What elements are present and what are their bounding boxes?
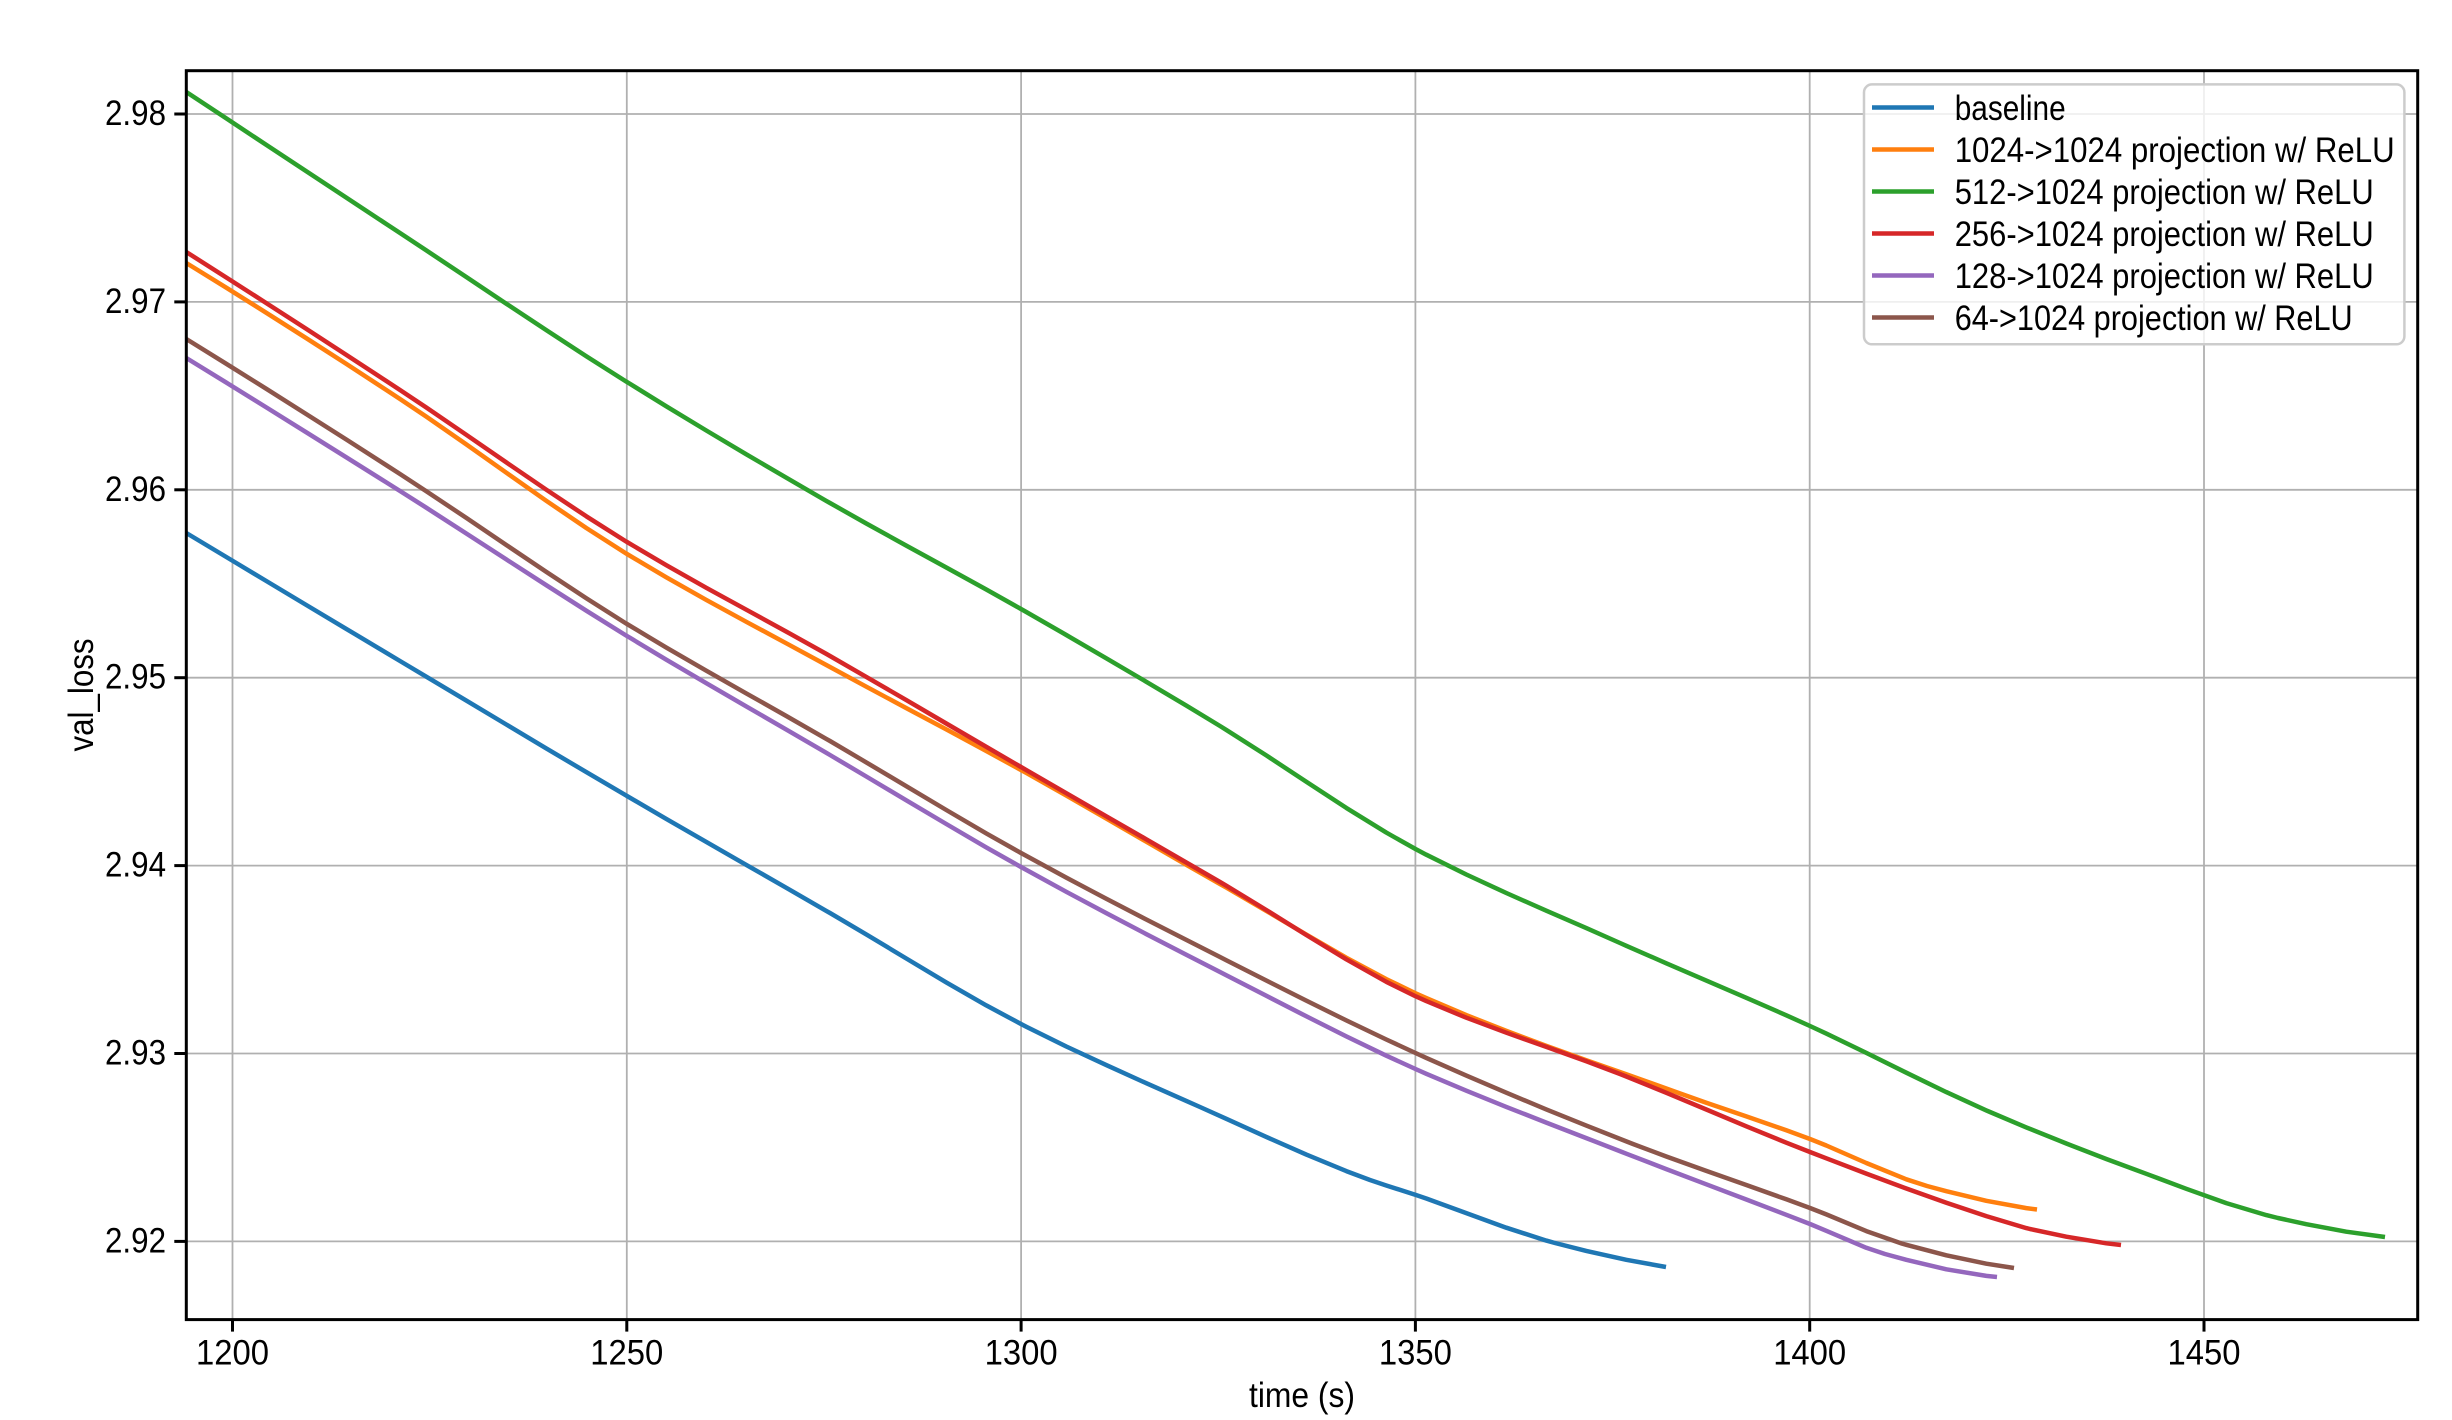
svg-text:2.92: 2.92 [105,1221,166,1260]
svg-text:1024->1024 projection w/ ReLU: 1024->1024 projection w/ ReLU [1955,131,2395,170]
svg-text:2.95: 2.95 [105,658,166,697]
svg-text:64->1024 projection w/ ReLU: 64->1024 projection w/ ReLU [1955,299,2353,338]
svg-text:2.93: 2.93 [105,1034,166,1073]
svg-text:2.97: 2.97 [105,282,166,321]
svg-text:512->1024 projection w/ ReLU: 512->1024 projection w/ ReLU [1955,173,2374,212]
svg-text:1300: 1300 [985,1333,1058,1372]
svg-text:256->1024 projection w/ ReLU: 256->1024 projection w/ ReLU [1955,215,2374,254]
svg-text:1350: 1350 [1379,1333,1452,1372]
svg-text:val_loss: val_loss [62,639,101,752]
svg-text:time (s): time (s) [1249,1376,1355,1415]
svg-text:1450: 1450 [2168,1333,2241,1372]
svg-text:baseline: baseline [1955,89,2066,128]
svg-text:2.96: 2.96 [105,470,166,509]
svg-text:1400: 1400 [1773,1333,1846,1372]
svg-text:128->1024 projection w/ ReLU: 128->1024 projection w/ ReLU [1955,257,2374,296]
svg-text:1200: 1200 [196,1333,269,1372]
svg-text:2.94: 2.94 [105,846,166,885]
svg-text:1250: 1250 [590,1333,663,1372]
svg-text:2.98: 2.98 [105,94,166,133]
